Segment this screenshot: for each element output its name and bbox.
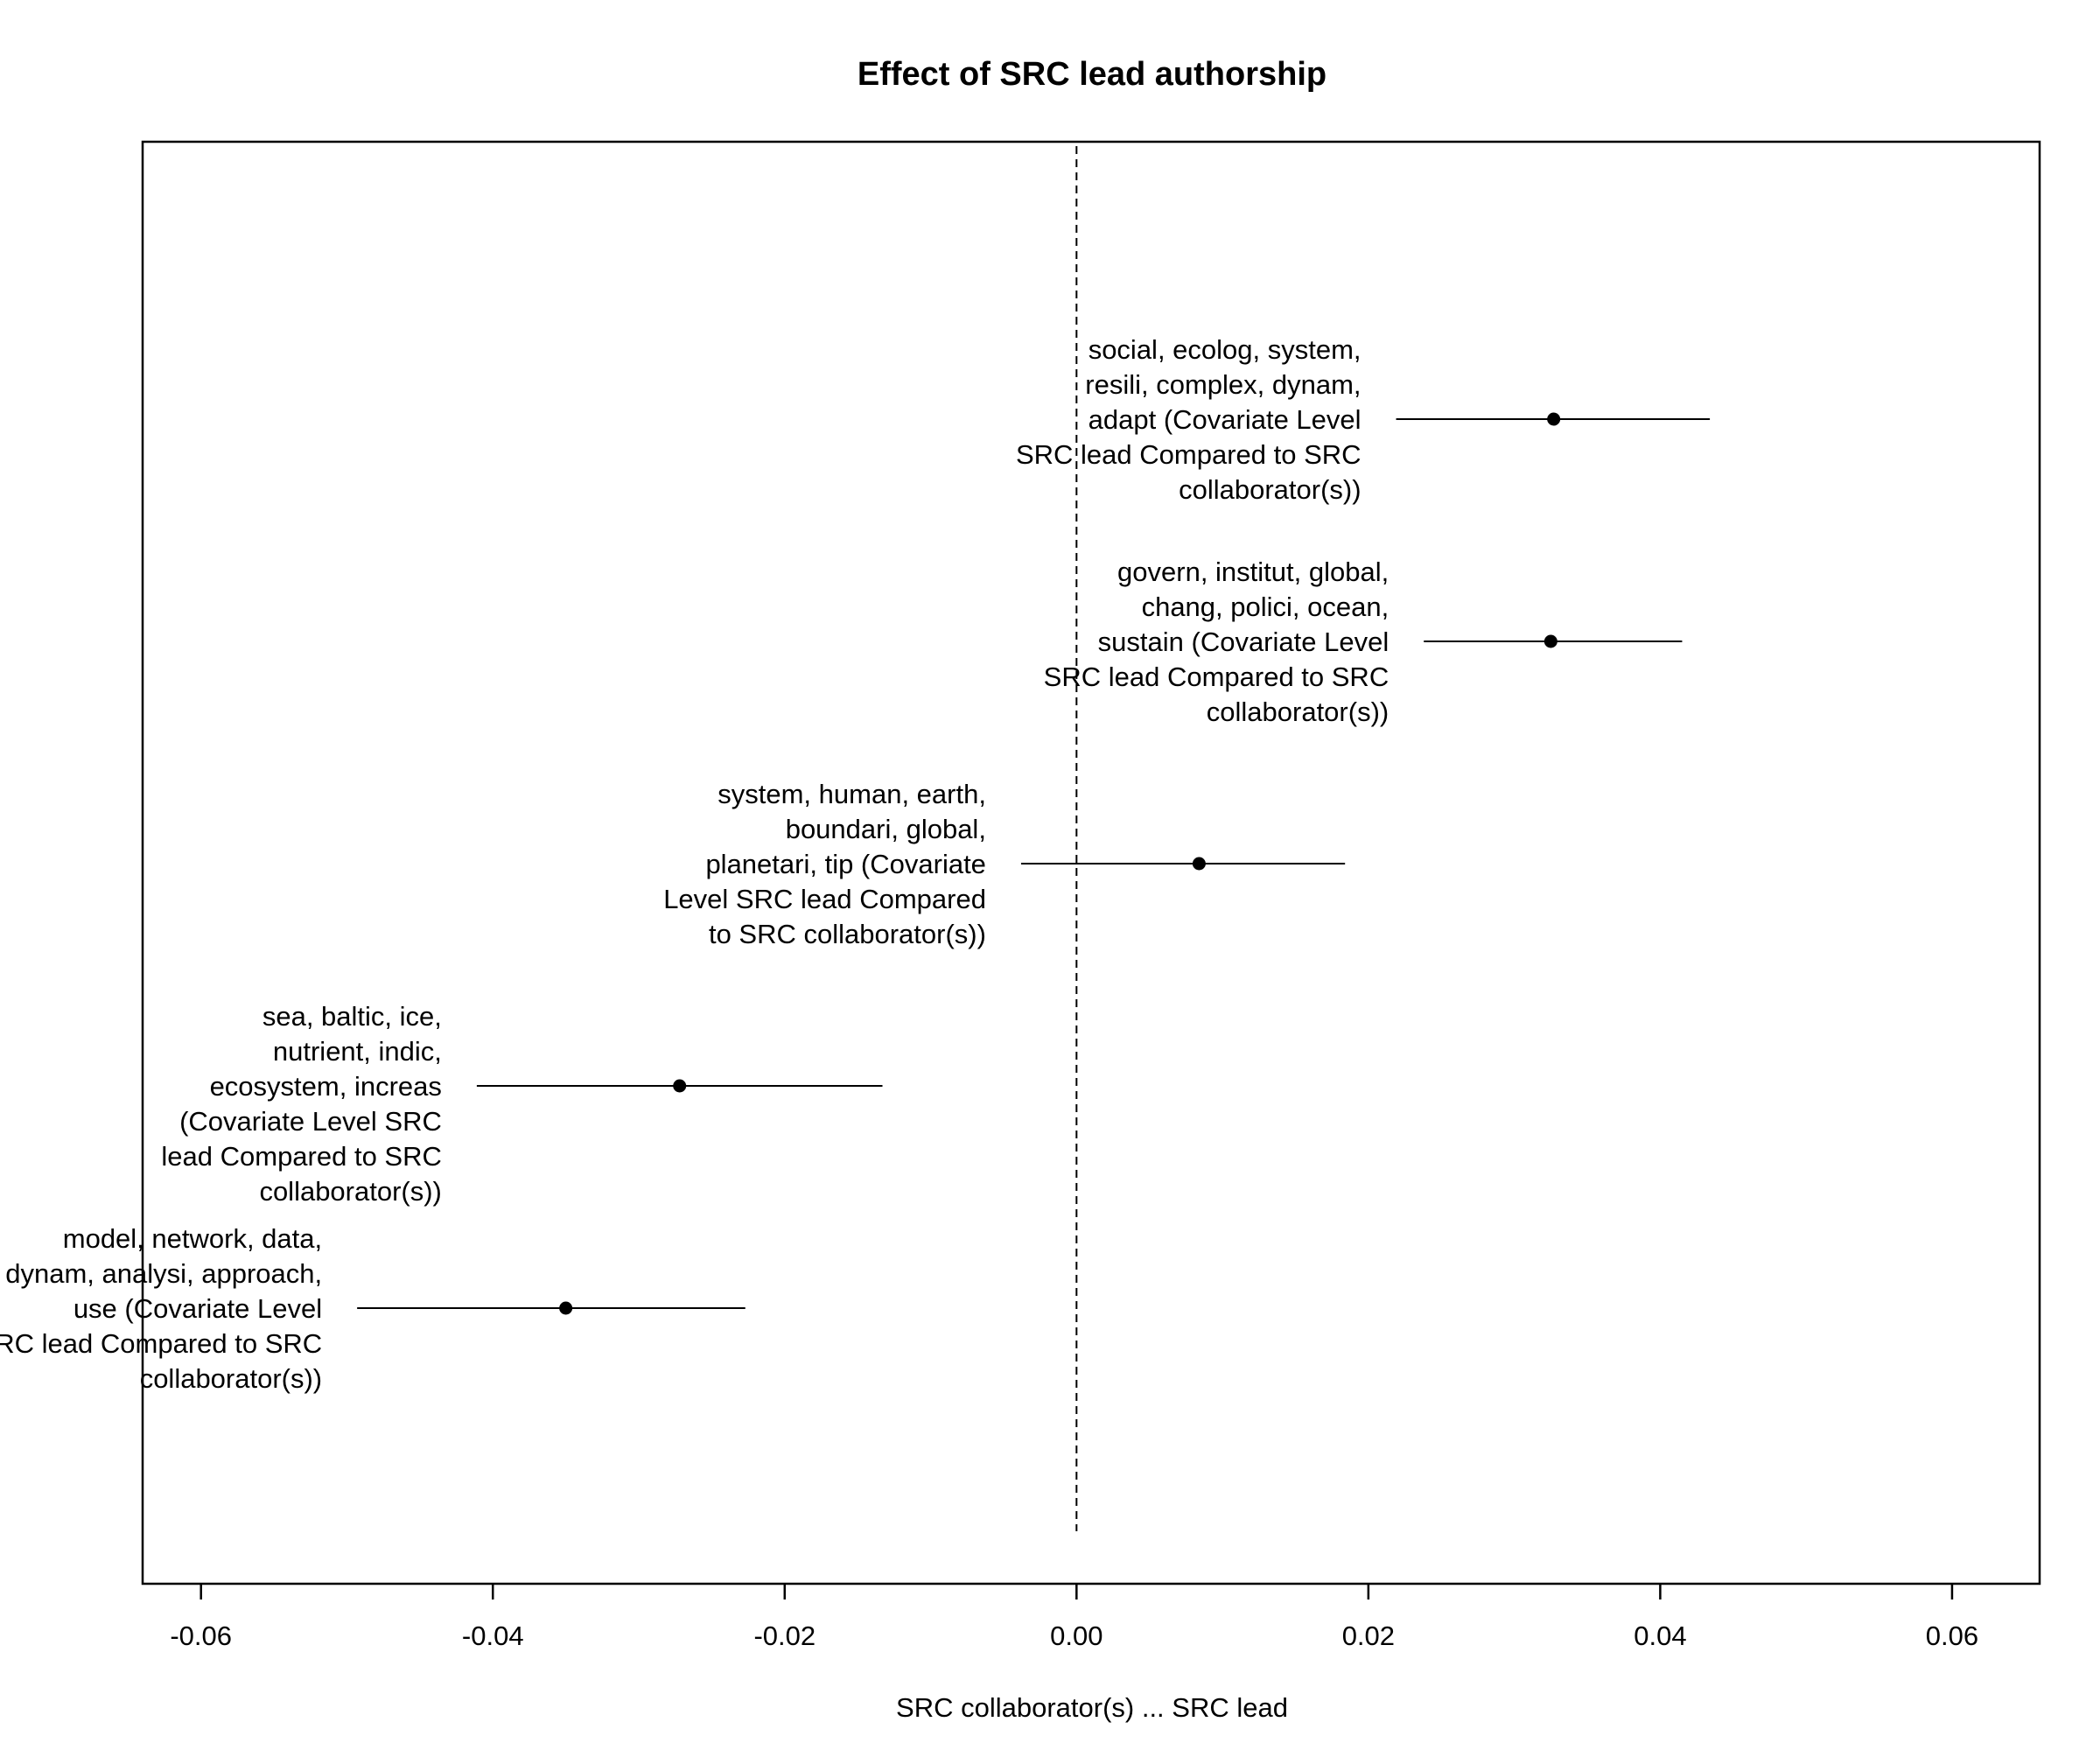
point-label-line: social, ecolog, system,	[1088, 334, 1362, 365]
point-label-line: nutrient, indic,	[273, 1036, 442, 1067]
x-tick-label: 0.00	[1050, 1620, 1102, 1651]
point-label-line: (Covariate Level SRC	[179, 1106, 442, 1137]
point-label-line: lead Compared to SRC	[161, 1141, 442, 1172]
estimate-row: social, ecolog, system, resili, complex, …	[1016, 334, 1711, 505]
point-label-line: collaborator(s))	[259, 1176, 441, 1207]
point-label-line: SRC lead Compared to SRC	[1044, 662, 1390, 692]
chart-title: Effect of SRC lead authorship	[858, 56, 1326, 93]
point-label: model, network, data, dynam, analysi, app…	[0, 1223, 322, 1394]
point-label-line: resili, complex, dynam,	[1085, 369, 1361, 400]
point-label-line: sustain (Covariate Level	[1098, 626, 1390, 657]
point-estimate	[559, 1301, 573, 1315]
point-label-line: ecosystem, increas	[210, 1071, 442, 1102]
point-label-line: system, human, earth,	[718, 779, 986, 809]
estimate-row: system, human, earth, boundari, global, pl…	[663, 779, 1346, 949]
estimate-row: govern, institut, global, chang, polici, …	[1044, 556, 1683, 727]
point-label-line: SRC lead Compared to SRC	[1016, 439, 1362, 470]
estimate-row: sea, baltic, ice, nutrient, indic, ecosyst…	[161, 1001, 883, 1207]
point-label: sea, baltic, ice, nutrient, indic, ecosyst…	[161, 1001, 442, 1207]
point-label: system, human, earth, boundari, global, pl…	[663, 779, 986, 949]
point-estimate	[1192, 857, 1206, 871]
point-estimate	[1544, 634, 1558, 648]
point-label-line: SRC lead Compared to SRC	[0, 1328, 322, 1359]
point-label-line: collaborator(s))	[1179, 474, 1361, 505]
plot-frame	[141, 140, 2041, 1586]
x-tick-label: 0.06	[1926, 1620, 1978, 1651]
x-tick-label: -0.02	[753, 1620, 816, 1651]
point-label-line: adapt (Covariate Level	[1088, 404, 1362, 435]
point-estimate	[673, 1079, 687, 1093]
point-label-line: collaborator(s))	[140, 1363, 322, 1394]
x-tick-label: 0.02	[1342, 1620, 1395, 1651]
point-label-line: boundari, global,	[786, 814, 986, 844]
x-axis: -0.06 -0.04 -0.02 0.00 0.02 0.04 0.06	[170, 1584, 1978, 1651]
point-label-line: planetari, tip (Covariate	[705, 849, 986, 879]
point-label: social, ecolog, system, resili, complex, …	[1016, 334, 1362, 505]
point-label-line: use (Covariate Level	[74, 1293, 322, 1324]
point-label: govern, institut, global, chang, polici, …	[1044, 556, 1390, 727]
x-tick-label: -0.06	[170, 1620, 232, 1651]
point-label-line: model, network, data,	[63, 1223, 322, 1254]
point-label-line: govern, institut, global,	[1117, 556, 1389, 587]
x-tick-label: -0.04	[462, 1620, 524, 1651]
point-label-line: to SRC collaborator(s))	[709, 919, 986, 949]
point-label-line: sea, baltic, ice,	[262, 1001, 442, 1032]
point-estimate	[1547, 412, 1561, 426]
point-label-line: collaborator(s))	[1207, 696, 1389, 727]
plot-area: social, ecolog, system, resili, complex, …	[0, 146, 1711, 1531]
estimate-row: model, network, data, dynam, analysi, app…	[0, 1223, 746, 1394]
point-label-line: Level SRC lead Compared	[663, 884, 986, 914]
point-label-line: chang, polici, ocean,	[1142, 592, 1390, 622]
x-tick-label: 0.04	[1634, 1620, 1686, 1651]
x-axis-label: SRC collaborator(s) ... SRC lead	[896, 1692, 1288, 1723]
point-label-line: dynam, analysi, approach,	[5, 1258, 322, 1289]
